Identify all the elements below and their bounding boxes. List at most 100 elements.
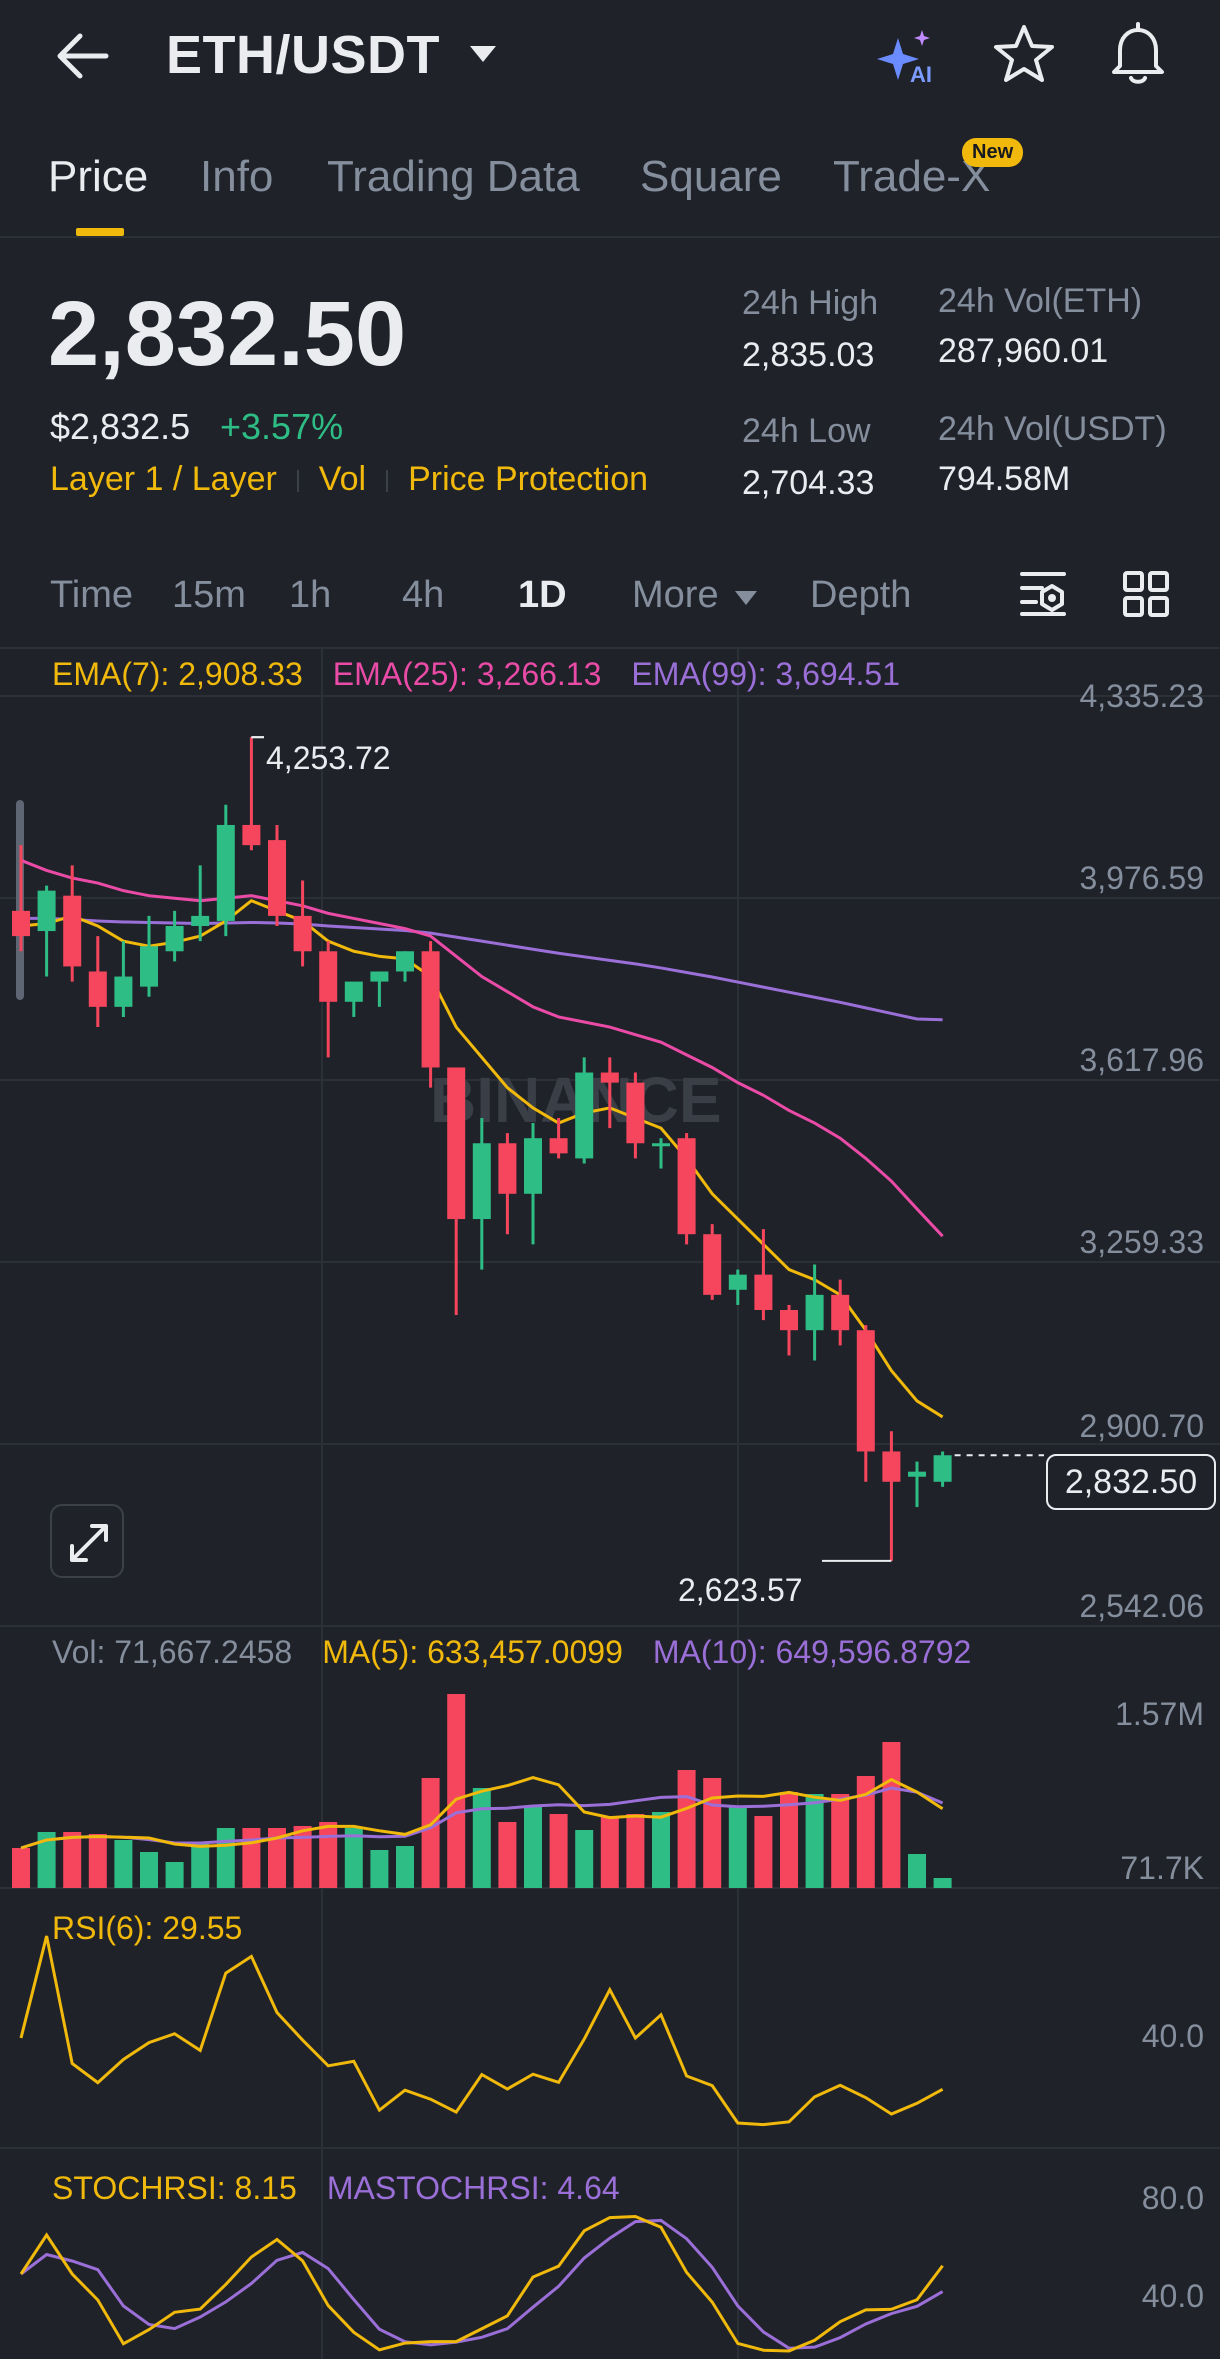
back-arrow-icon[interactable] [52,30,112,82]
interval-4h[interactable]: 4h [402,574,445,616]
volume-axis-label: 71.7K [1120,1850,1204,1886]
tag-price-protection[interactable]: Price Protection [408,460,649,498]
vol-quote-value: 794.58M [938,460,1071,498]
stochrsi-value: STOCHRSI: 8.15 [52,2170,297,2206]
volume-bar [626,1814,645,1888]
interval-time[interactable]: Time [50,574,134,616]
candle-body [882,1451,901,1482]
fullscreen-button[interactable] [50,1504,124,1578]
volume-bar [805,1794,824,1888]
interval-15m[interactable]: 15m [172,574,246,616]
mastochrsi-line [20,2218,944,2350]
tag-vol[interactable]: Vol [318,460,367,498]
tab-price[interactable]: Price [48,152,149,201]
usd-price: $2,832.5 [50,406,191,447]
high-value: 2,835.03 [742,336,875,374]
tag-divider [296,470,299,493]
tab-trading-data[interactable]: Trading Data [327,152,580,201]
mastochrsi-value: MASTOCHRSI: 4.64 [326,2170,620,2206]
price-axis-label: 4,335.23 [1079,678,1204,714]
rsi-legend: RSI(6): 29.55 [52,1910,243,1946]
stochrsi-line [19,2215,944,2353]
volume-bar [600,1816,619,1888]
candle-body [575,1072,594,1159]
caret-down-icon[interactable] [468,44,498,64]
volume-bar [677,1770,696,1888]
interval-depth[interactable]: Depth [810,574,912,616]
bell-icon[interactable] [1106,20,1170,86]
volume-bar [268,1828,286,1888]
volume-bar [165,1862,184,1888]
volume-bar [703,1778,722,1888]
interval-1h[interactable]: 1h [289,574,332,616]
candle-body [447,1067,466,1220]
candle-body [780,1309,798,1331]
volume-ma5-line [20,1776,944,1850]
layout-grid-icon[interactable] [1122,570,1170,618]
svg-text:AI: AI [910,62,932,86]
volume-bar [831,1794,850,1888]
tag-divider [386,470,389,493]
candle-body [191,915,210,927]
volume-bar [498,1822,517,1888]
volume-bar [37,1832,56,1888]
star-icon[interactable] [992,22,1056,86]
tab-info[interactable]: Info [200,152,274,201]
tag-row: Layer 1 / Layer Vol Price Protection [50,460,648,499]
indicator-settings-icon[interactable] [1018,568,1068,620]
low-value: 2,704.33 [742,464,875,502]
high-label: 24h High [742,284,879,322]
caret-down-icon[interactable] [734,590,758,606]
stochrsi-axis-label: 80.0 [1141,2180,1204,2216]
volume-bar [293,1826,312,1888]
volume-bar [856,1776,875,1888]
candle-body [88,971,107,1007]
candle-body [242,824,261,846]
volume-bar [216,1828,235,1888]
candle-body [524,1138,542,1194]
price-axis-label: 2,900.70 [1079,1408,1204,1444]
tag-layer[interactable]: Layer 1 / Layer [50,460,277,498]
rsi-line [19,1935,944,2127]
vol-base-value: 287,960.01 [938,332,1109,370]
volume-bar [370,1850,389,1888]
volume-bar [728,1806,747,1888]
pair-title[interactable]: ETH/USDT [166,25,440,85]
candle-body [856,1330,875,1452]
volume-bar [472,1788,491,1888]
candle-body [319,951,338,1002]
stochrsi-legend: STOCHRSI: 8.15 MASTOCHRSI: 4.64 [52,2170,650,2207]
volume-bar [549,1814,568,1888]
candle-body [421,951,440,1068]
low-label: 24h Low [742,412,871,450]
vol-ma10-value: MA(10): 649,596.8792 [652,1634,972,1670]
interval-more[interactable]: More [632,574,719,616]
ai-sparkle-icon[interactable]: AI [876,26,940,86]
ema99-line [21,916,943,1022]
candle-body [165,926,184,952]
candle-body [728,1274,747,1290]
volume-bar [344,1828,363,1888]
candle-body [677,1138,696,1235]
candle-body [268,840,286,916]
candle-body [600,1072,619,1083]
candle-body [216,824,235,921]
candle-body [396,951,414,972]
candle-body [140,946,158,987]
price-axis-label: 3,617.96 [1079,1042,1204,1078]
vol-quote-label: 24h Vol(USDT) [938,410,1167,448]
interval-1d[interactable]: 1D [518,574,567,616]
stochrsi-axis-label: 40.0 [1141,2278,1204,2314]
vol-ma5-value: MA(5): 633,457.0099 [322,1634,623,1670]
ema7-value: EMA(7): 2,908.33 [52,656,303,692]
price-change: +3.57% [220,406,344,447]
top-bar: ETH/USDT AI [0,0,1220,112]
volume-bar [524,1806,542,1888]
tab-square[interactable]: Square [640,152,782,201]
candle-body [63,895,82,967]
current-price-tag[interactable]: 2,832.50 [1046,1454,1216,1510]
candle-body [37,890,56,932]
volume-axis-label: 1.57M [1115,1696,1204,1732]
expand-icon [70,1524,108,1562]
